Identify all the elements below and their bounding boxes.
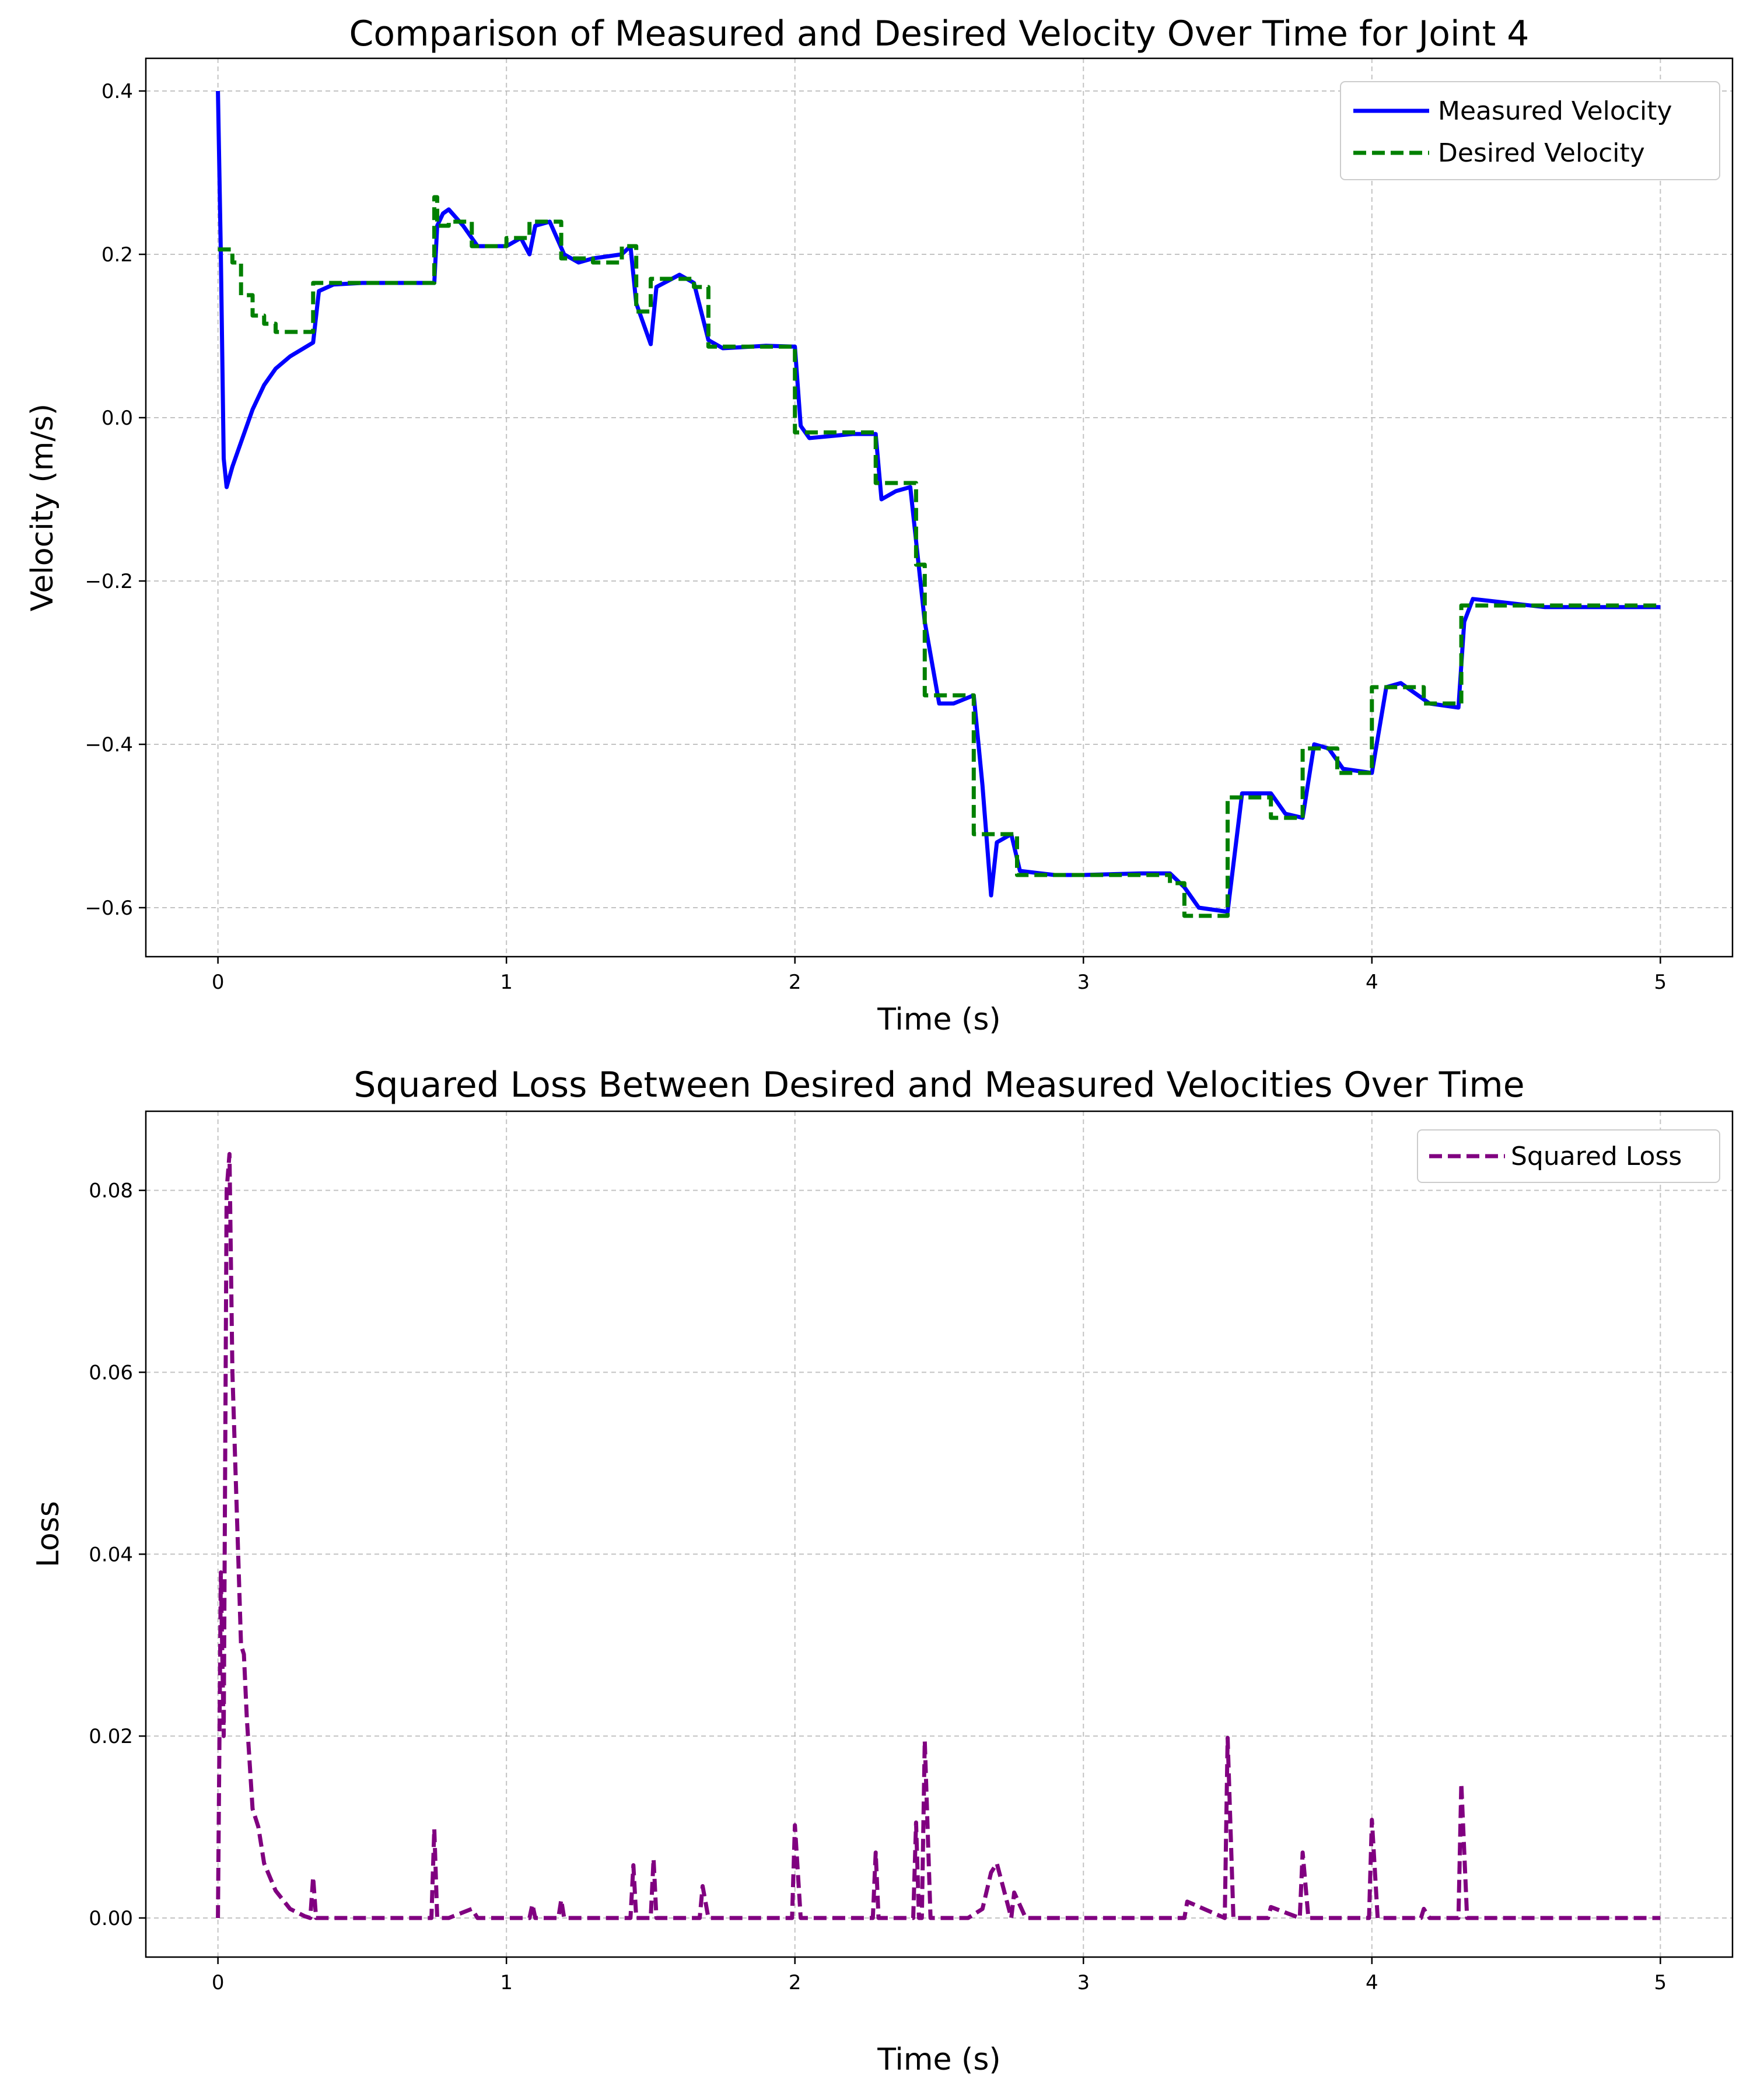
loss-y-tick-label-0: 0.08: [89, 1180, 133, 1203]
velocity-x-tick-label-4: 4: [1366, 971, 1378, 994]
loss-legend: Squared Loss: [1417, 1129, 1720, 1183]
legend-loss-label: Squared Loss: [1511, 1142, 1682, 1171]
loss-y-tick-label-3: 0.02: [89, 1725, 133, 1748]
velocity-grid: [146, 58, 1732, 957]
loss-y-tick-label-1: 0.06: [89, 1361, 133, 1384]
velocity-series-desired-velocity: [218, 195, 1661, 918]
loss-ticks: 0 1 2 3 4 5 0.08 0.06 0.04 0.02 0.00: [89, 1180, 1667, 1994]
legend-desired-label: Desired Velocity: [1438, 138, 1645, 168]
velocity-y-tick-label-0: 0.4: [102, 80, 133, 103]
velocity-y-tick-label-1: 0.2: [102, 243, 133, 267]
velocity-y-tick-label-4: −0.4: [85, 733, 133, 757]
loss-axes-frame: [145, 1110, 1734, 1958]
velocity-y-tick-label-2: 0.0: [102, 407, 133, 430]
loss-chart-title: Squared Loss Between Desired and Measure…: [354, 1065, 1524, 1105]
velocity-axes-frame: [145, 57, 1734, 958]
velocity-x-tick-label-5: 5: [1654, 971, 1667, 994]
velocity-legend: Measured Velocity Desired Velocity: [1340, 81, 1720, 180]
loss-y-tick-label-2: 0.04: [89, 1543, 133, 1566]
loss-chart: Squared Loss Between Desired and Measure…: [31, 1065, 1734, 2077]
loss-x-tick-label-5: 5: [1654, 1971, 1667, 1994]
velocity-legend-box: [1340, 81, 1720, 180]
velocity-y-tick-label-3: −0.2: [85, 570, 133, 593]
velocity-chart-title: Comparison of Measured and Desired Veloc…: [349, 13, 1530, 54]
velocity-chart: Comparison of Measured and Desired Veloc…: [25, 13, 1734, 1037]
velocity-x-tick-label-1: 1: [500, 971, 513, 994]
velocity-x-tick-label-3: 3: [1077, 971, 1090, 994]
loss-y-tick-label-4: 0.00: [89, 1907, 133, 1930]
loss-x-tick-label-3: 3: [1077, 1971, 1090, 1994]
loss-series-squared-loss: [216, 1152, 1661, 1920]
loss-x-tick-label-4: 4: [1366, 1971, 1378, 1994]
loss-y-axis-label: Loss: [31, 1501, 66, 1567]
loss-legend-box: [1417, 1129, 1720, 1183]
velocity-y-tick-label-5: −0.6: [85, 897, 133, 920]
loss-lines: [216, 1152, 1661, 1920]
loss-x-tick-label-1: 1: [500, 1971, 513, 1994]
loss-x-tick-label-2: 2: [789, 1971, 802, 1994]
legend-measured-label: Measured Velocity: [1438, 96, 1672, 126]
loss-x-tick-label-0: 0: [212, 1971, 225, 1994]
velocity-x-tick-label-0: 0: [212, 971, 225, 994]
velocity-lines: [216, 90, 1661, 918]
velocity-y-axis-label: Velocity (m/s): [25, 404, 60, 611]
loss-x-axis-label: Time (s): [877, 2042, 1000, 2077]
velocity-x-axis-label: Time (s): [877, 1002, 1000, 1037]
velocity-ticks: 0 1 2 3 4 5 0.4 0.2 0.0 −0.2 −0.4 −0.6: [85, 80, 1667, 994]
velocity-x-tick-label-2: 2: [789, 971, 802, 994]
